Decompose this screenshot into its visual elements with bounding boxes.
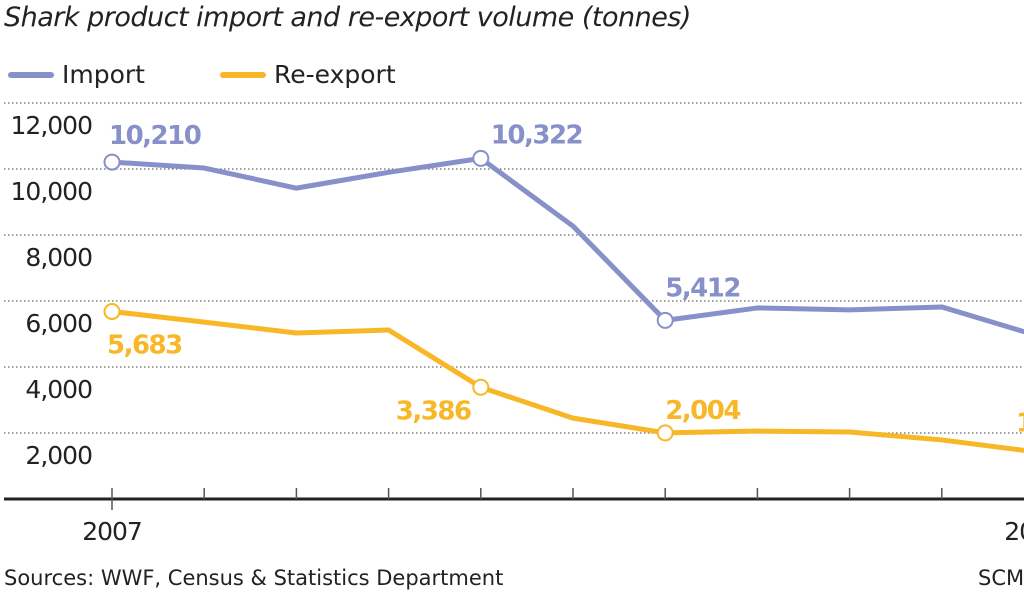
y-tick-label: 2,000 — [25, 441, 92, 470]
data-label: 5,412 — [665, 273, 740, 303]
y-tick-label: 10,000 — [11, 177, 93, 206]
legend-reexport: Re-export — [220, 60, 396, 89]
y-tick-label: 6,000 — [25, 309, 92, 338]
credit: SCMP — [978, 566, 1024, 590]
y-tick-label: 12,000 — [11, 111, 93, 140]
data-point — [103, 153, 121, 171]
legend-label-import: Import — [62, 60, 145, 89]
source-note: Sources: WWF, Census & Statistics Depart… — [4, 566, 504, 590]
y-tick-label: 4,000 — [25, 375, 92, 404]
data-point — [472, 149, 490, 167]
legend-import: Import — [8, 60, 145, 89]
data-point — [656, 311, 674, 329]
data-label: 10,322 — [491, 120, 582, 150]
data-label: 1,434 — [1016, 409, 1024, 439]
series-line-reexport — [111, 308, 1024, 453]
x-tick-label: 2007 — [82, 517, 142, 546]
x-tick-label: 2017 — [1004, 517, 1024, 546]
data-point — [472, 378, 490, 396]
data-label: 2,004 — [665, 396, 740, 426]
series-line-import — [111, 155, 1024, 335]
chart-title: Shark product import and re-export volum… — [4, 2, 691, 33]
data-point — [103, 302, 121, 320]
data-point — [656, 424, 674, 442]
legend-label-reexport: Re-export — [274, 60, 396, 89]
data-label: 5,683 — [107, 330, 182, 360]
data-label: 10,210 — [109, 121, 201, 151]
legend-swatch-reexport — [220, 71, 266, 78]
data-label: 3,386 — [396, 396, 471, 426]
y-tick-label: 8,000 — [25, 243, 92, 272]
legend-swatch-import — [8, 71, 54, 78]
